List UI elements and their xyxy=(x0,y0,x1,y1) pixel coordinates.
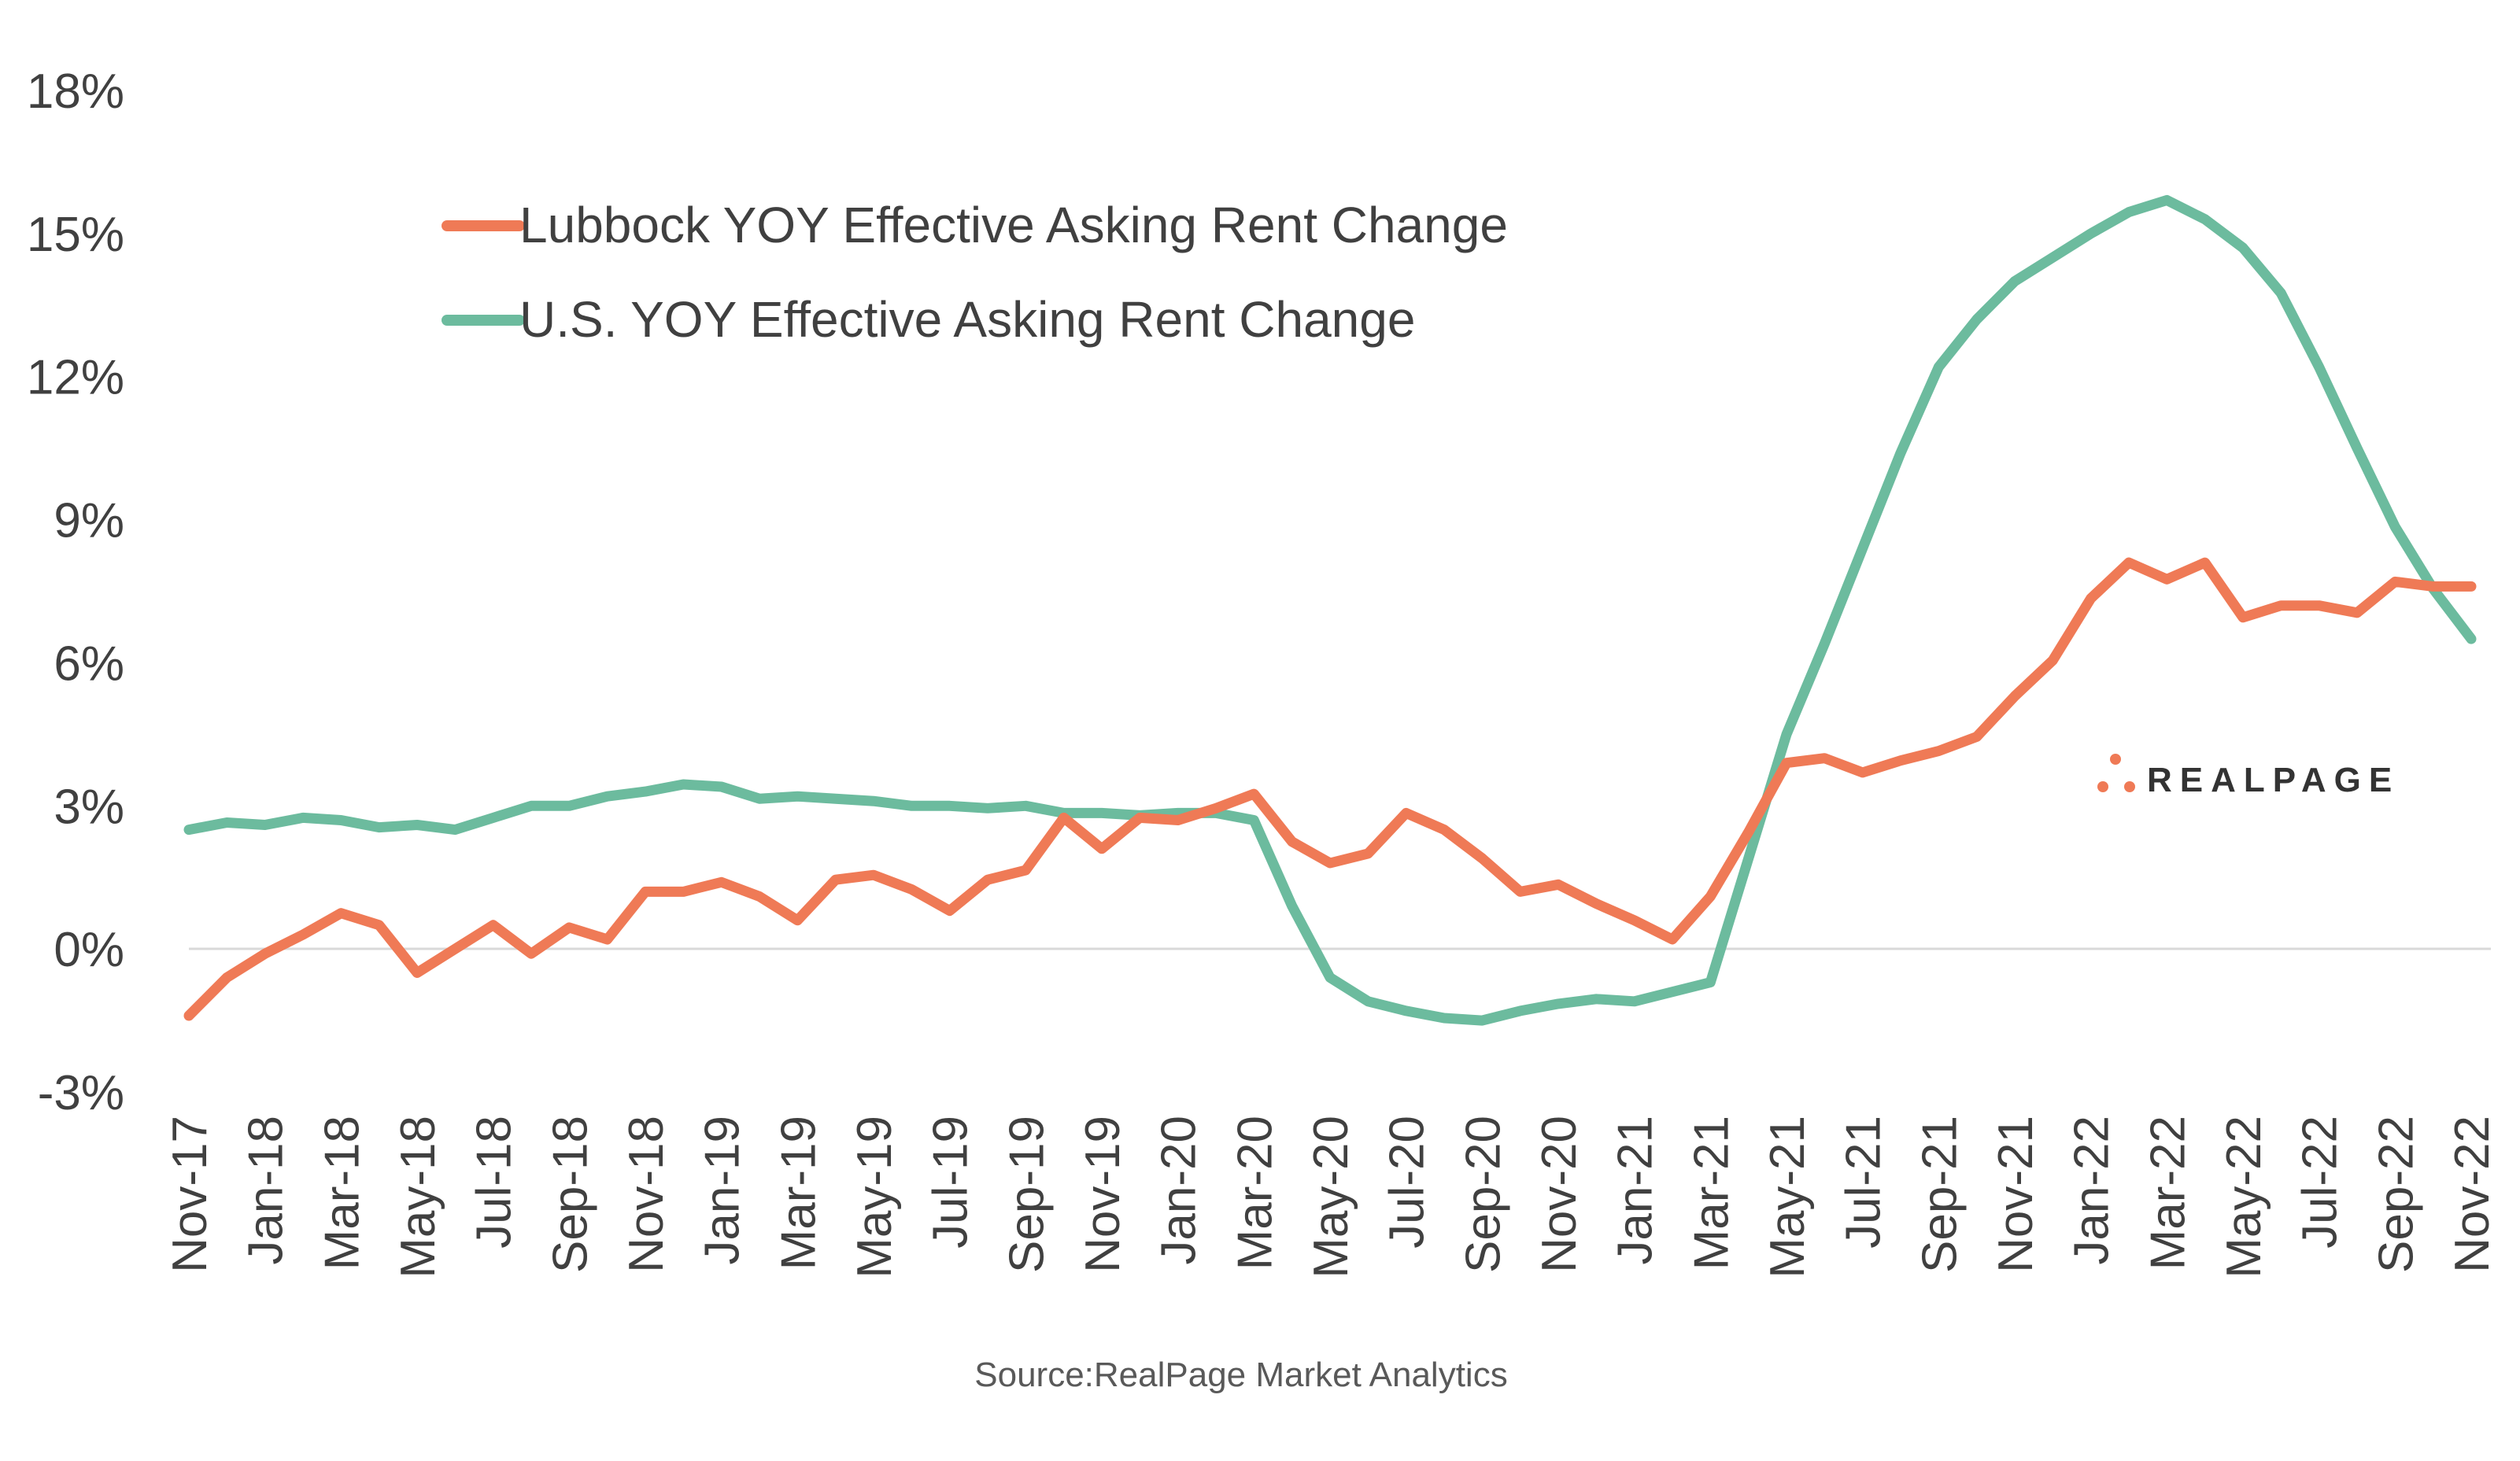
x-tick-label: Mar-20 xyxy=(1228,1116,1282,1270)
series-line-lubbock xyxy=(183,557,2477,1021)
y-tick-label: 6% xyxy=(54,636,124,691)
legend-label-us: U.S. YOY Effective Asking Rent Change xyxy=(519,291,1415,348)
series-line-us xyxy=(183,194,2477,1026)
x-tick-label: Jul-22 xyxy=(2293,1116,2348,1249)
y-tick-label: 15% xyxy=(27,208,124,262)
x-axis: Nov-17 Jan-18 Mar-18 May-18 Jul-18 Sep-18 Nov-… xyxy=(163,1116,2500,1278)
x-tick-label: May-20 xyxy=(1304,1116,1358,1278)
realpage-logo: REALPAGE xyxy=(2097,754,2400,799)
x-tick-label: Jan-21 xyxy=(1609,1116,1663,1265)
x-tick-label: Jan-22 xyxy=(2065,1116,2119,1265)
x-tick-label: Jul-19 xyxy=(924,1116,978,1249)
logo-dot xyxy=(2124,781,2135,792)
y-tick-label: 9% xyxy=(54,494,124,548)
y-tick-label: 0% xyxy=(54,923,124,977)
x-tick-label: Mar-19 xyxy=(771,1116,826,1270)
y-axis: 18% 15% 12% 9% 6% 3% 0% -3% xyxy=(27,65,124,1120)
source-note: Source:RealPage Market Analytics xyxy=(974,1356,1507,1394)
y-tick-label: 12% xyxy=(27,351,124,405)
legend: Lubbock YOY Effective Asking Rent Change… xyxy=(442,197,1508,348)
x-tick-label: Mar-18 xyxy=(315,1116,369,1270)
x-tick-label: Sep-22 xyxy=(2369,1116,2423,1273)
x-tick-label: Jul-21 xyxy=(1837,1116,1891,1249)
x-tick-label: Nov-19 xyxy=(1076,1116,1130,1273)
y-tick-label: 3% xyxy=(54,780,124,834)
x-tick-label: Jul-18 xyxy=(467,1116,522,1249)
x-tick-label: May-18 xyxy=(391,1116,445,1278)
y-tick-label: -3% xyxy=(38,1066,124,1120)
x-tick-label: Nov-18 xyxy=(619,1116,674,1273)
x-tick-label: May-19 xyxy=(848,1116,902,1278)
x-tick-label: Jan-19 xyxy=(696,1116,750,1265)
x-tick-label: Nov-20 xyxy=(1532,1116,1587,1273)
logo-dot xyxy=(2110,754,2121,765)
x-tick-label: Sep-19 xyxy=(1000,1116,1054,1273)
legend-label-lubbock: Lubbock YOY Effective Asking Rent Change xyxy=(519,197,1508,253)
x-tick-label: Sep-21 xyxy=(1912,1116,1967,1273)
x-tick-label: May-21 xyxy=(1761,1116,1815,1278)
x-tick-label: Mar-22 xyxy=(2141,1116,2195,1270)
x-tick-label: Jul-20 xyxy=(1380,1116,1435,1249)
x-tick-label: Sep-20 xyxy=(1456,1116,1510,1273)
x-tick-label: May-22 xyxy=(2217,1116,2271,1278)
series-lines xyxy=(183,194,2477,1026)
x-tick-label: Mar-21 xyxy=(1684,1116,1739,1270)
logo-text: REALPAGE xyxy=(2147,761,2400,799)
logo-dot xyxy=(2097,781,2108,792)
x-tick-label: Sep-18 xyxy=(543,1116,597,1273)
x-tick-label: Jan-18 xyxy=(239,1116,294,1265)
y-tick-label: 18% xyxy=(27,65,124,119)
x-tick-label: Jan-20 xyxy=(1152,1116,1206,1265)
x-tick-label: Nov-22 xyxy=(2445,1116,2500,1273)
x-tick-label: Nov-17 xyxy=(163,1116,217,1273)
x-tick-label: Nov-21 xyxy=(1989,1116,2043,1273)
